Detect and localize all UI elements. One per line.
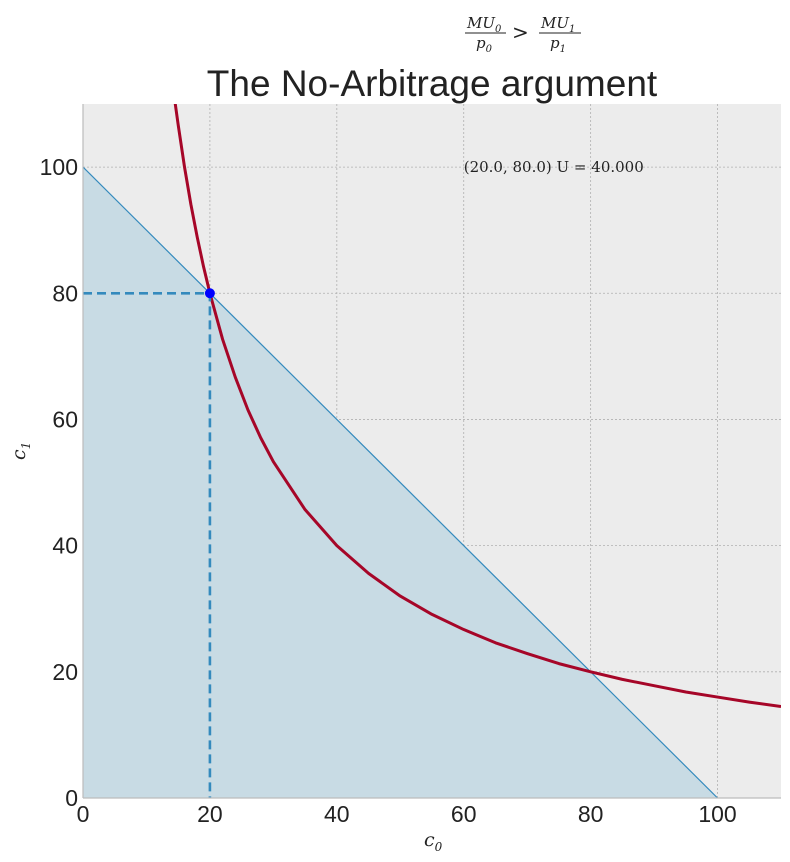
y-axis-label: c1 bbox=[8, 442, 33, 460]
x-tick-label: 40 bbox=[324, 801, 350, 827]
header-formula-rhs-numerator: MU1 bbox=[540, 14, 575, 35]
indifference-curve bbox=[173, 104, 781, 709]
optimum-point bbox=[204, 288, 215, 299]
x-tick-label: 80 bbox=[578, 801, 604, 827]
optimum-annotation: (20.0, 80.0) U = 40.000 bbox=[464, 158, 644, 176]
header-formula-operator: > bbox=[512, 20, 529, 44]
x-tick-label: 60 bbox=[451, 801, 477, 827]
y-tick-label: 0 bbox=[65, 785, 78, 811]
x-tick-label: 20 bbox=[197, 801, 223, 827]
x-tick-labels: 0 20 40 60 80 100 bbox=[77, 801, 737, 827]
x-axis-label: c0 bbox=[424, 829, 443, 854]
header-formula-lhs-numerator: MU0 bbox=[466, 14, 502, 35]
series-layer bbox=[83, 104, 781, 798]
y-tick-label: 80 bbox=[52, 280, 78, 306]
y-tick-label: 60 bbox=[52, 406, 78, 432]
y-tick-labels: 0 20 40 60 80 100 bbox=[40, 154, 78, 811]
x-tick-label: 0 bbox=[77, 801, 90, 827]
header-formula: MU0 p0 > MU1 p1 bbox=[465, 14, 581, 55]
y-tick-label: 40 bbox=[52, 533, 78, 559]
header-formula-rhs-denominator: p1 bbox=[550, 34, 566, 55]
header-formula-lhs-denominator: p0 bbox=[476, 34, 493, 55]
chart-title: The No-Arbitrage argument bbox=[207, 63, 658, 104]
y-tick-label: 100 bbox=[40, 154, 78, 180]
y-tick-label: 20 bbox=[52, 659, 78, 685]
budget-line bbox=[83, 166, 718, 798]
x-tick-label: 100 bbox=[698, 801, 736, 827]
